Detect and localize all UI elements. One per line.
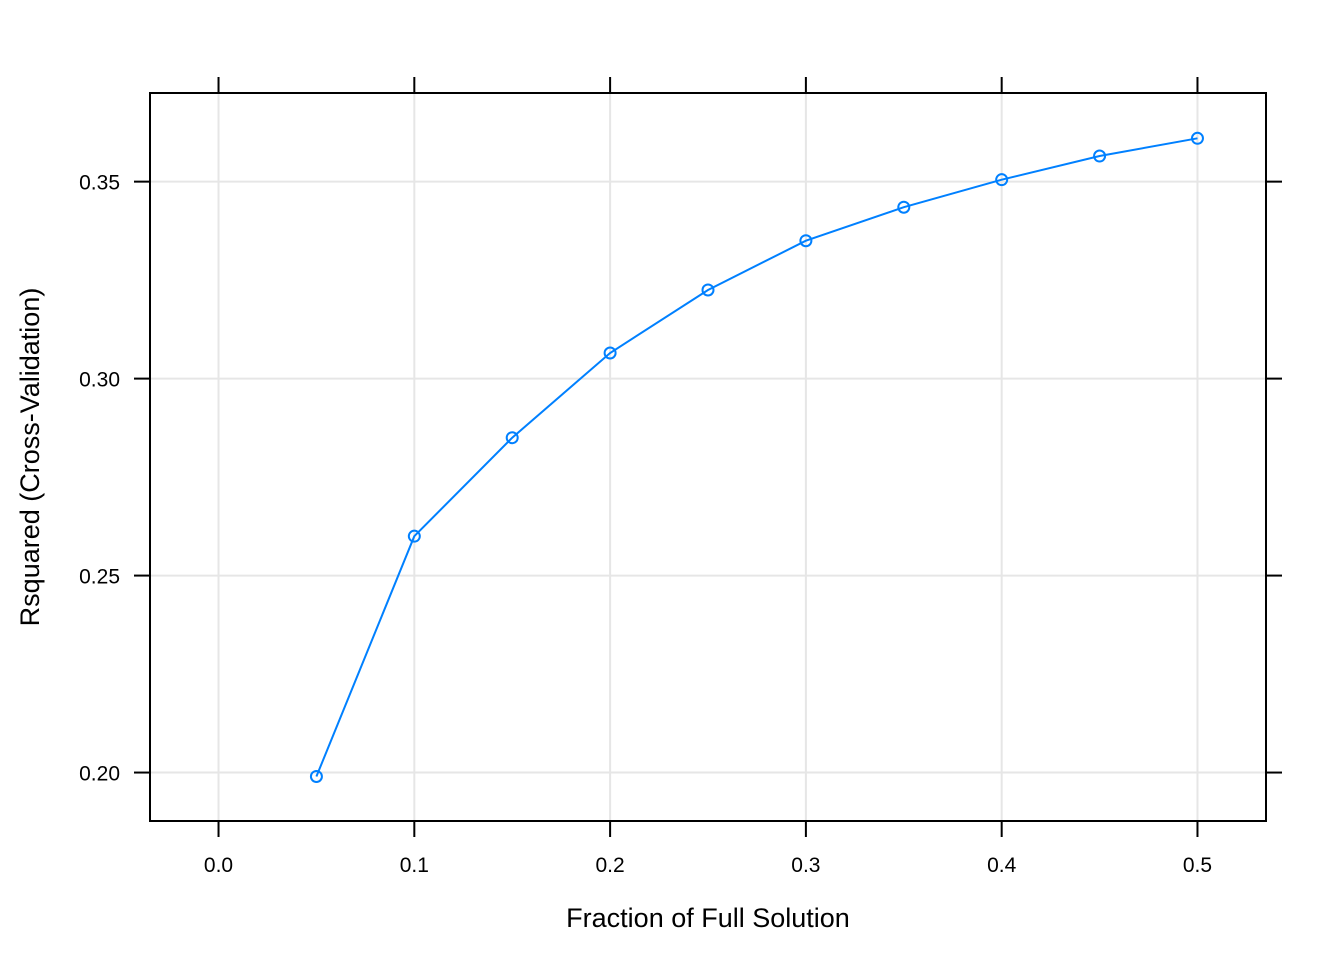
data-point	[505, 431, 519, 445]
x-axis-title: Fraction of Full Solution	[566, 903, 850, 933]
x-tick-label: 0.4	[987, 854, 1017, 877]
series-line	[315, 137, 1198, 777]
x-tick-label: 0.0	[204, 854, 233, 877]
y-tick-label: 0.35	[79, 172, 120, 195]
data-point	[1190, 131, 1204, 145]
data-point	[603, 346, 617, 360]
x-tick-label: 0.2	[596, 854, 625, 877]
tick-labels: 0.0 0.1 0.2 0.3 0.4 0.5 0.20 0.25 0.30 0.35	[79, 172, 1212, 877]
data-point	[897, 200, 911, 214]
data-point	[995, 173, 1009, 187]
y-axis-title: Rsquared (Cross-Validation)	[15, 288, 45, 627]
data-point	[1093, 149, 1107, 163]
series-layer	[309, 131, 1204, 783]
data-point	[309, 769, 323, 783]
y-tick-label: 0.25	[79, 566, 120, 589]
data-point	[407, 529, 421, 543]
plot-frame	[149, 92, 1267, 822]
ticks	[134, 77, 1282, 837]
x-tick-label: 0.5	[1183, 854, 1212, 877]
y-tick-label: 0.30	[79, 369, 120, 392]
grid	[150, 93, 1266, 821]
data-point	[701, 283, 715, 297]
x-tick-label: 0.3	[791, 854, 820, 877]
y-tick-label: 0.20	[79, 763, 120, 786]
data-point	[799, 234, 813, 248]
x-tick-label: 0.1	[400, 854, 429, 877]
